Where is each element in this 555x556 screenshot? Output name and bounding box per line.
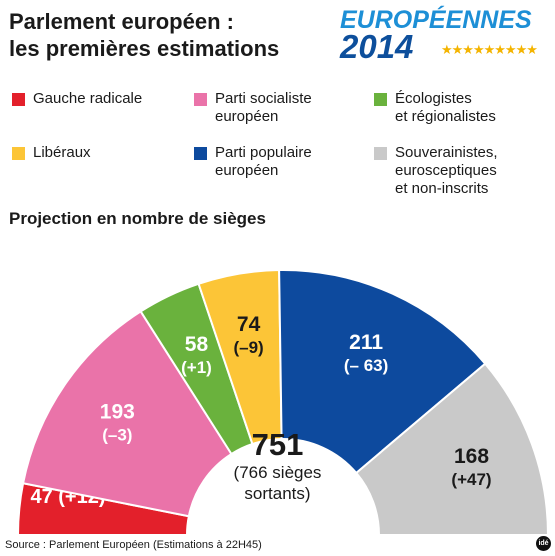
legend-label: Parti populaire européen [215, 144, 312, 179]
segment-change-label: (+1) [181, 358, 212, 377]
total-note-line-2: sortants) [244, 484, 311, 503]
segment-change-label: (–9) [233, 338, 263, 357]
segment-value-label: 168 [454, 445, 489, 468]
total-note-line-1: (766 sièges [233, 463, 322, 482]
legend-swatch [374, 147, 387, 160]
source-note: Source : Parlement Européen (Estimations… [5, 539, 262, 551]
seat-segment [278, 269, 487, 475]
chart-subtitle: Projection en nombre de sièges [9, 209, 266, 228]
legend-swatch [194, 147, 207, 160]
legend-swatch [12, 147, 25, 160]
legend-swatch [194, 93, 207, 106]
segment-value-label: 74 [237, 313, 261, 336]
title-line-1: Parlement européen : [9, 9, 234, 34]
total-seats: 751 (766 sièges sortants) [185, 428, 370, 504]
badge-line-1: EUROPÉENNES [340, 6, 532, 34]
segment-change-label: (+47) [451, 470, 491, 489]
legend-swatch [374, 93, 387, 106]
europeennes-2014-logo: EUROPÉENNES 2014 ★★★★★★★★★ [338, 6, 550, 68]
seat-segment [21, 310, 233, 518]
legend-label: Souverainistes, eurosceptiques et non-in… [395, 144, 498, 197]
legend-label: Écologistes et régionalistes [395, 90, 496, 125]
badge-line-2: 2014 [340, 28, 414, 65]
ide-logo-icon: idé [536, 536, 551, 551]
legend-label: Gauche radicale [33, 90, 143, 107]
seat-segment [354, 362, 550, 536]
legend-swatch [12, 93, 25, 106]
legend-label: Libéraux [33, 144, 91, 161]
chart-title: Parlement européen : les premières estim… [9, 8, 279, 62]
segment-value-label: 58 [185, 333, 209, 356]
total-value: 751 [251, 427, 304, 462]
stars-icon: ★★★★★★★★★ [441, 42, 538, 57]
segment-value-label: 193 [100, 401, 135, 424]
segment-change-label: (–3) [102, 426, 132, 445]
title-line-2: les premières estimations [9, 36, 280, 61]
legend-label: Parti socialiste européen [215, 90, 312, 125]
segment-value-label: 211 [349, 331, 383, 354]
segment-change-label: (– 63) [344, 356, 388, 375]
